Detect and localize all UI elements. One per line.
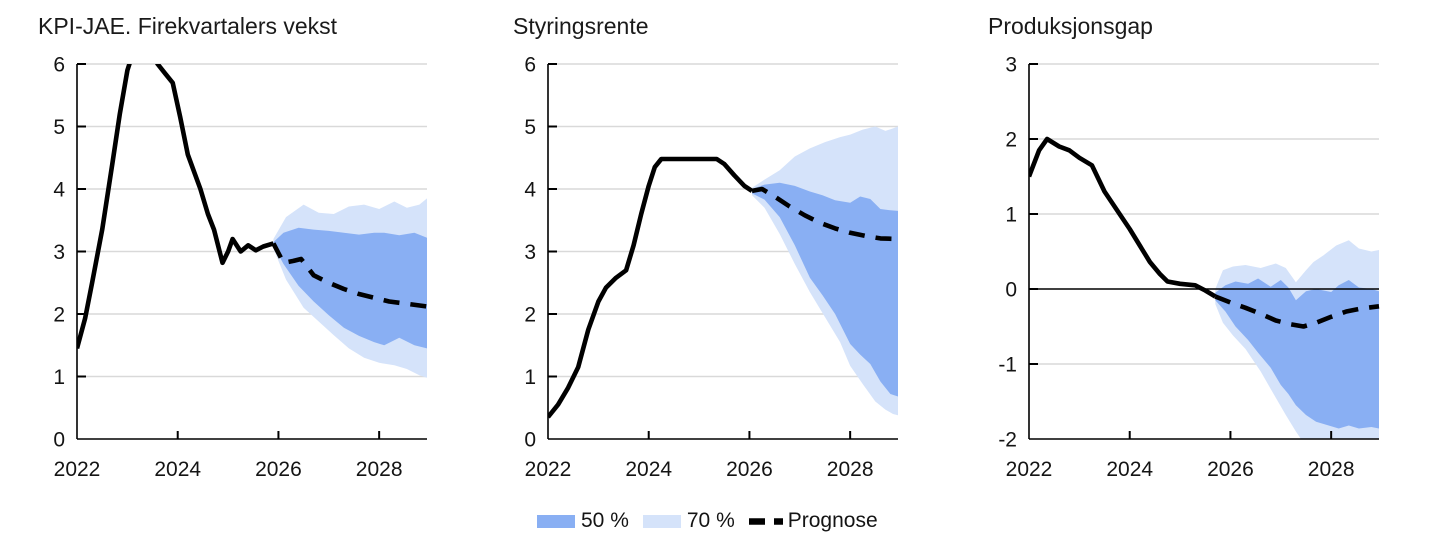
x-tick-label: 2022 [54,458,101,481]
legend-item-70pct: 70 % [642,509,735,533]
y-tick-label: 3 [1005,54,1017,77]
x-tick-label: 2024 [625,458,672,481]
y-tick-label: -2 [998,429,1017,452]
x-tick-label: 2028 [827,458,874,481]
chart-plot-styringsrente: 0 1 2 3 4 5 6 2022 2024 2026 2028 [524,54,899,482]
y-tick-label: 2 [53,304,65,327]
x-tick-label: 2026 [1207,458,1254,481]
x-tick-label: 2026 [726,458,773,481]
history-line [548,156,754,419]
chart-title-styringsrente: Styringsrente [513,13,649,39]
gridlines [77,63,427,378]
chart-title-produksjonsgap: Produksjonsgap [988,13,1153,39]
axes [1028,63,1379,440]
forecast-line [271,242,428,309]
tick-labels: -2 -1 0 1 2 3 2022 2024 2026 2028 [998,54,1354,482]
chart-panel-produksjonsgap: Produksjonsgap -2 -1 0 1 2 3 2022 2024 2026 2028 [952,0,1397,500]
y-tick-label: 5 [53,116,65,139]
tick-labels: 0 1 2 3 4 5 6 2022 2024 2026 2028 [53,54,402,482]
chart-panel-styringsrente: Styringsrente 0 1 2 3 4 5 6 2022 2024 2026 2028 [471,0,916,500]
tick-labels: 0 1 2 3 4 5 6 2022 2024 2026 2028 [524,54,873,482]
chart-plot-kpi-jae: 0 1 2 3 4 5 6 2022 2024 2026 2028 [53,54,428,482]
y-tick-label: 1 [1005,204,1017,227]
y-tick-label: 5 [524,116,536,139]
y-tick-label: 6 [524,54,536,77]
chart-title-kpi-jae: KPI-JAE. Firekvartalers vekst [38,13,338,39]
y-tick-label: 3 [524,241,536,264]
y-tick-label: 0 [1005,279,1017,302]
chart-plot-produksjonsgap: -2 -1 0 1 2 3 2022 2024 2026 2028 [998,54,1380,482]
y-tick-label: 6 [53,54,65,77]
gridlines [1029,63,1379,365]
band-70pct-label: 70 % [686,509,735,532]
axes [547,63,898,440]
band-50pct [1215,278,1379,429]
y-tick-label: 2 [1005,129,1017,152]
x-tick-label: 2022 [1006,458,1053,481]
chart-panel-kpi-jae: KPI-JAE. Firekvartalers vekst 0 1 2 3 4 5 6 202… [0,0,445,500]
band-50pct [273,227,427,349]
legend-item-50pct: 50 % [537,509,629,533]
history-line [1029,136,1217,299]
y-tick-label: 0 [53,429,65,452]
legend-item-prognose: Prognose [748,509,878,533]
history-line [77,64,275,349]
x-tick-label: 2026 [255,458,302,481]
x-tick-label: 2024 [154,458,201,481]
y-tick-label: 3 [53,241,65,264]
axes [76,63,427,440]
y-tick-label: 2 [524,304,536,327]
x-tick-label: 2022 [525,458,572,481]
x-tick-label: 2028 [356,458,403,481]
x-tick-label: 2024 [1106,458,1153,481]
prognose-dash-icon [748,517,785,525]
y-tick-label: 4 [524,179,536,202]
band-50pct-swatch [537,514,575,528]
y-tick-label: 1 [53,366,65,389]
band-70pct-swatch [642,514,681,528]
x-tick-label: 2028 [1308,458,1355,481]
band-50pct-label: 50 % [581,509,629,532]
prognose-label: Prognose [787,509,878,532]
forecast-line [1214,294,1380,329]
y-tick-label: 0 [524,429,536,452]
y-tick-label: 1 [524,366,536,389]
y-tick-label: -1 [998,354,1017,377]
y-tick-label: 4 [53,179,65,202]
legend: 50 % 70 % Prognose [537,509,878,533]
